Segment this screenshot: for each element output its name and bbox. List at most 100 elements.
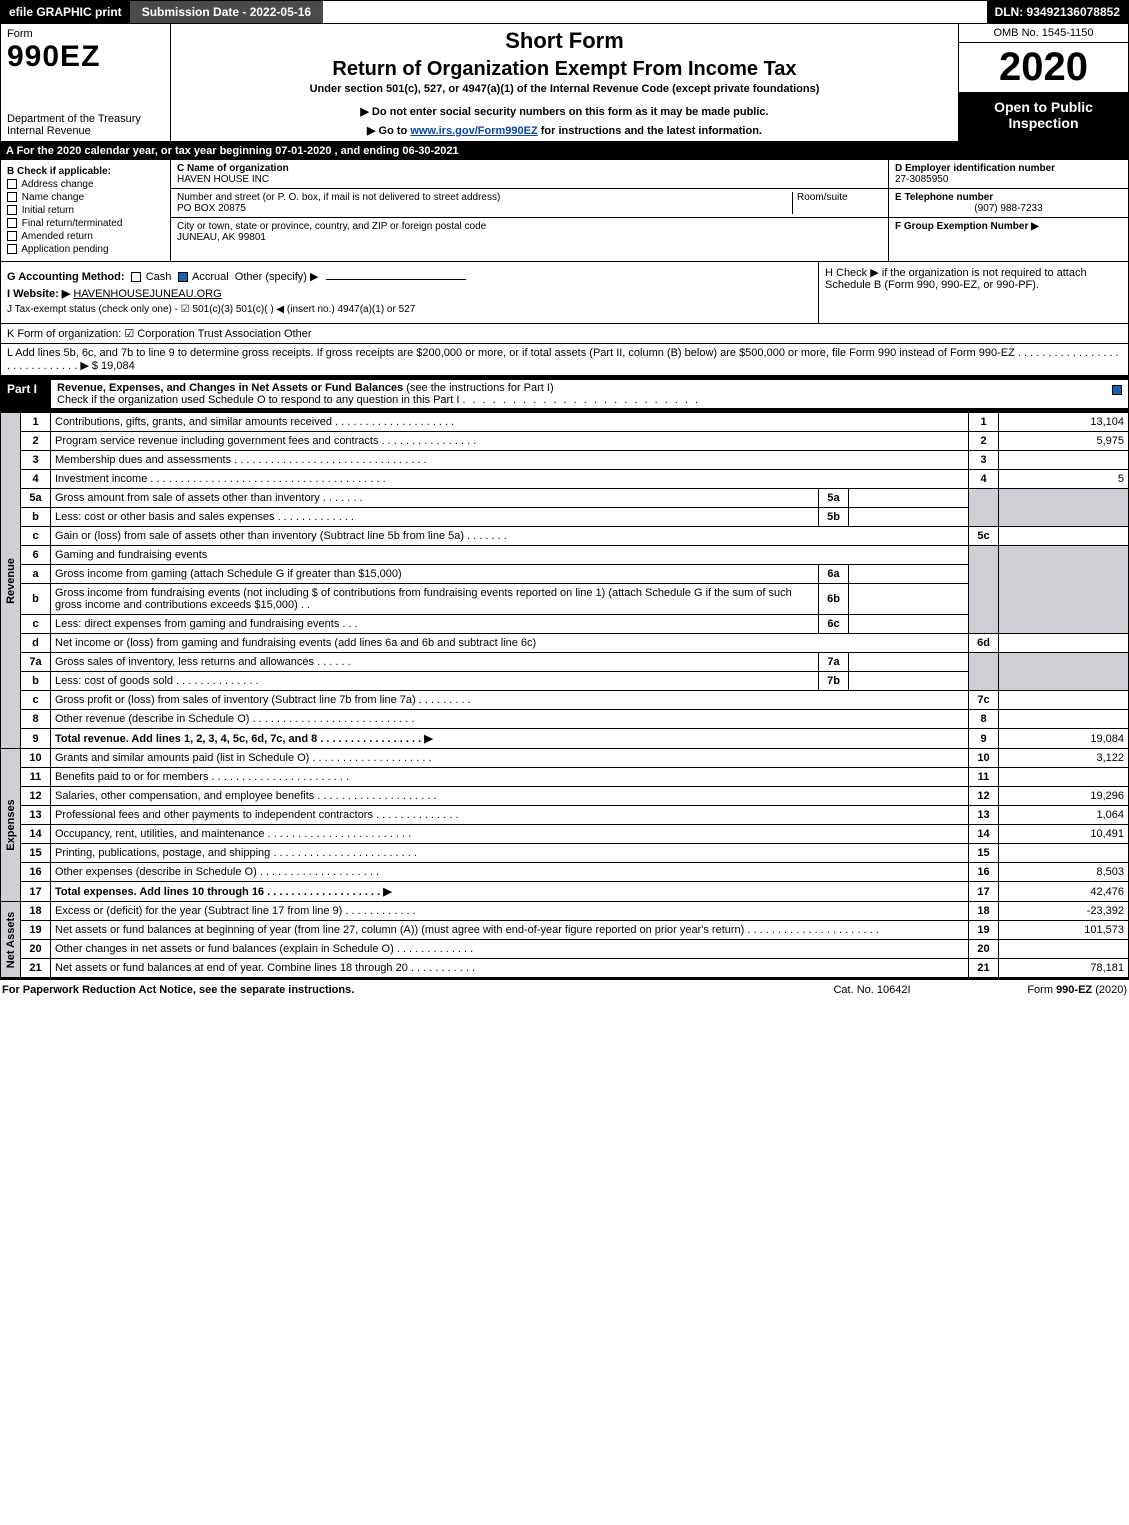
form-header-center: Short Form Return of Organization Exempt… <box>171 24 958 141</box>
goto-pre: ▶ Go to <box>367 125 410 137</box>
footer-left: For Paperwork Reduction Act Notice, see … <box>2 984 797 996</box>
irs-link[interactable]: www.irs.gov/Form990EZ <box>410 125 537 137</box>
check-address-change[interactable]: Address change <box>7 179 164 190</box>
line-desc: Benefits paid to or for members . . . . … <box>51 768 969 787</box>
part-1-tab: Part I <box>1 380 51 408</box>
line-val <box>999 844 1129 863</box>
row-g-h: G Accounting Method: Cash Accrual Other … <box>0 262 1129 324</box>
other-specify-line[interactable] <box>326 279 466 280</box>
line-num: 12 <box>969 787 999 806</box>
box-b: B Check if applicable: Address change Na… <box>1 160 171 261</box>
subval <box>849 489 969 508</box>
line-num: 13 <box>969 806 999 825</box>
line-num: 19 <box>969 921 999 940</box>
website-value[interactable]: HAVENHOUSEJUNEAU.ORG <box>73 288 221 300</box>
street-label: Number and street (or P. O. box, if mail… <box>177 192 792 203</box>
row-h: H Check ▶ if the organization is not req… <box>818 262 1128 323</box>
org-name-label: C Name of organization <box>177 163 882 174</box>
page-footer: For Paperwork Reduction Act Notice, see … <box>0 978 1129 1000</box>
accrual-checkbox[interactable] <box>178 272 188 282</box>
tel-section: E Telephone number (907) 988-7233 <box>889 189 1128 218</box>
check-amended-return[interactable]: Amended return <box>7 231 164 242</box>
line-desc: Gain or (loss) from sale of assets other… <box>51 527 969 546</box>
ln: 2 <box>21 432 51 451</box>
line-val: 19,084 <box>999 729 1129 749</box>
ein-value: 27-3085950 <box>895 174 1122 185</box>
dots: . . . . . . . . . . . . . . . . . . . . … <box>462 394 700 406</box>
row-k: K Form of organization: ☑ Corporation Tr… <box>0 324 1129 344</box>
form-word: Form <box>7 28 164 40</box>
line-desc: Other revenue (describe in Schedule O) .… <box>51 710 969 729</box>
line-num: 11 <box>969 768 999 787</box>
check-initial-return[interactable]: Initial return <box>7 205 164 216</box>
ln: 13 <box>21 806 51 825</box>
cash-label: Cash <box>146 271 172 283</box>
cash-checkbox[interactable] <box>131 272 141 282</box>
check-final-return[interactable]: Final return/terminated <box>7 218 164 229</box>
part-1-suffix: (see the instructions for Part I) <box>403 382 553 394</box>
line-desc: Occupancy, rent, utilities, and maintena… <box>51 825 969 844</box>
line-val: 78,181 <box>999 959 1129 978</box>
subval <box>849 565 969 584</box>
line-num: 17 <box>969 882 999 902</box>
line-num: 20 <box>969 940 999 959</box>
ln: 21 <box>21 959 51 978</box>
street-value: PO BOX 20875 <box>177 203 792 214</box>
check-name-change[interactable]: Name change <box>7 192 164 203</box>
subval <box>849 508 969 527</box>
subval <box>849 584 969 615</box>
row-l: L Add lines 5b, 6c, and 7b to line 9 to … <box>0 344 1129 376</box>
line-num: 7c <box>969 691 999 710</box>
omb-number: OMB No. 1545-1150 <box>959 24 1128 43</box>
ln: c <box>21 615 51 634</box>
box-def: D Employer identification number 27-3085… <box>888 160 1128 261</box>
line-num: 18 <box>969 902 999 921</box>
topbar: efile GRAPHIC print Submission Date - 20… <box>0 0 1129 24</box>
line-desc: Gross income from fundraising events (no… <box>51 584 819 615</box>
footer-right-form: 990-EZ <box>1056 984 1092 996</box>
ln: 10 <box>21 749 51 768</box>
line-desc: Gross profit or (loss) from sales of inv… <box>51 691 969 710</box>
ln: c <box>21 527 51 546</box>
website-line: I Website: ▶ HAVENHOUSEJUNEAU.ORG <box>7 287 812 300</box>
open-public: Open to Public Inspection <box>959 93 1128 141</box>
check-label: Address change <box>21 179 93 190</box>
line-desc: Total expenses. Add lines 10 through 16 … <box>51 882 969 902</box>
line-desc: Gross income from gaming (attach Schedul… <box>51 565 819 584</box>
part-1-title: Revenue, Expenses, and Changes in Net As… <box>51 380 1108 408</box>
ln: 9 <box>21 729 51 749</box>
ln: 16 <box>21 863 51 882</box>
ln: d <box>21 634 51 653</box>
line-desc: Investment income . . . . . . . . . . . … <box>51 470 969 489</box>
ln: 19 <box>21 921 51 940</box>
row-l-text: L Add lines 5b, 6c, and 7b to line 9 to … <box>7 347 1119 372</box>
line-num: 4 <box>969 470 999 489</box>
line-val <box>999 634 1129 653</box>
line-val: 42,476 <box>999 882 1129 902</box>
efile-label[interactable]: efile GRAPHIC print <box>1 1 130 23</box>
ln: b <box>21 672 51 691</box>
check-application-pending[interactable]: Application pending <box>7 244 164 255</box>
line-desc: Contributions, gifts, grants, and simila… <box>51 413 969 432</box>
ln: 6 <box>21 546 51 565</box>
line-val: 10,491 <box>999 825 1129 844</box>
row-g-left: G Accounting Method: Cash Accrual Other … <box>1 262 818 323</box>
line-num: 21 <box>969 959 999 978</box>
part-1-schedule-o-check[interactable] <box>1108 380 1128 408</box>
check-label: Initial return <box>22 205 74 216</box>
city-row: City or town, state or province, country… <box>171 218 888 246</box>
accounting-method: G Accounting Method: Cash Accrual Other … <box>7 270 812 283</box>
line-desc: Less: cost or other basis and sales expe… <box>51 508 819 527</box>
topbar-spacer <box>323 1 986 23</box>
subln: 5b <box>819 508 849 527</box>
org-name: HAVEN HOUSE INC <box>177 174 882 185</box>
line-desc: Net income or (loss) from gaming and fun… <box>51 634 969 653</box>
ln: 11 <box>21 768 51 787</box>
goto-line: ▶ Go to www.irs.gov/Form990EZ for instru… <box>177 124 952 137</box>
line-desc: Total revenue. Add lines 1, 2, 3, 4, 5c,… <box>51 729 969 749</box>
line-num: 16 <box>969 863 999 882</box>
line-val: 8,503 <box>999 863 1129 882</box>
line-val <box>999 451 1129 470</box>
line-desc: Salaries, other compensation, and employ… <box>51 787 969 806</box>
shade-cell <box>969 653 999 691</box>
